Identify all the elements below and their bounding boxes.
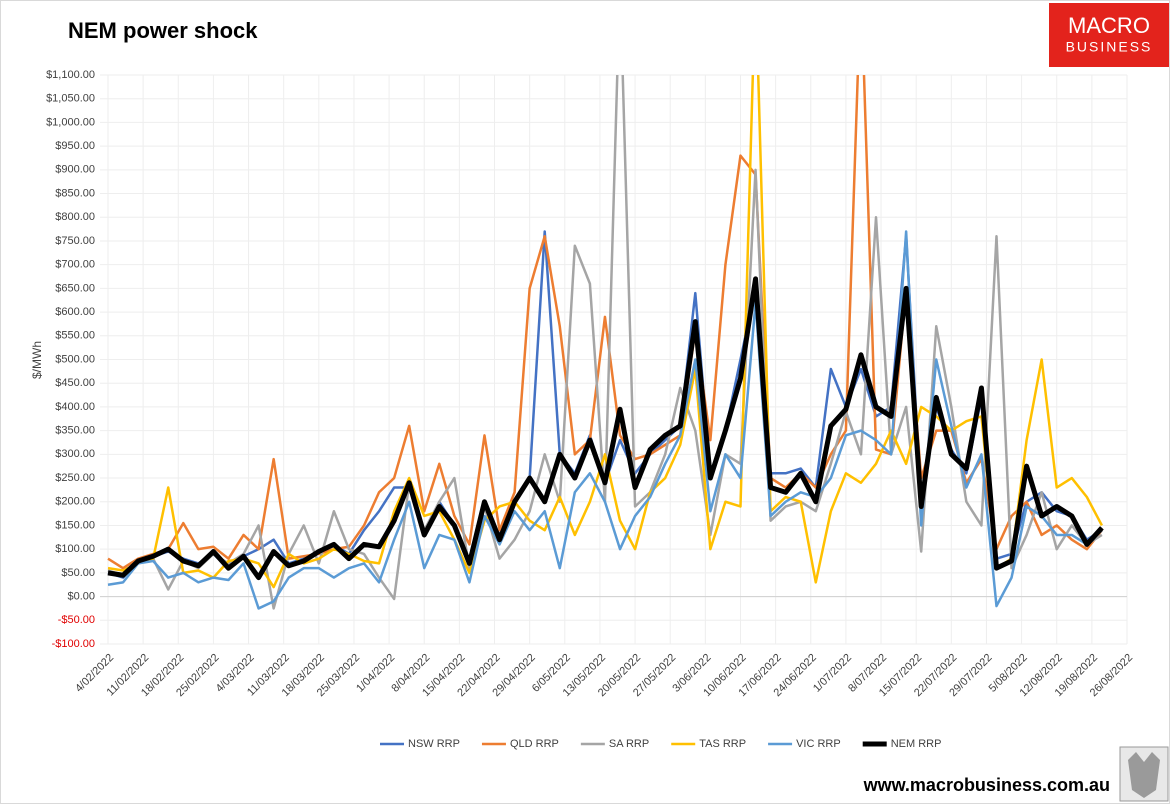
plot-area [107, 75, 1104, 610]
y-tick-label: $50.00 [61, 567, 95, 579]
y-tick-label: $1,050.00 [46, 93, 95, 105]
y-tick-label: $250.00 [55, 472, 95, 484]
y-tick-label: $950.00 [55, 140, 95, 152]
y-tick-label: $0.00 [67, 590, 95, 602]
y-tick-label: -$100.00 [52, 638, 95, 650]
y-tick-label: $350.00 [55, 425, 95, 437]
series-line [107, 75, 1103, 570]
y-tick-label: $1,100.00 [46, 69, 95, 81]
legend-label: SA RRP [609, 738, 649, 750]
y-tick-label: -$50.00 [58, 614, 95, 626]
logo-text: BUSINESS [1066, 39, 1153, 55]
y-tick-label: $850.00 [55, 187, 95, 199]
legend-label: VIC RRP [796, 738, 841, 750]
legend-label: NEM RRP [891, 738, 942, 750]
y-tick-label: $600.00 [55, 306, 95, 318]
y-tick-label: $500.00 [55, 353, 95, 365]
y-tick-label: $400.00 [55, 401, 95, 413]
logo-box [1049, 3, 1169, 67]
y-tick-label: $200.00 [55, 496, 95, 508]
legend-label: TAS RRP [699, 738, 746, 750]
y-tick-label: $750.00 [55, 235, 95, 247]
y-tick-label: $550.00 [55, 330, 95, 342]
y-tick-label: $900.00 [55, 164, 95, 176]
series-line [107, 75, 1104, 589]
y-tick-label: $300.00 [55, 448, 95, 460]
y-tick-label: $1,000.00 [46, 116, 95, 128]
footer-url: www.macrobusiness.com.au [863, 775, 1110, 795]
y-tick-label: $450.00 [55, 377, 95, 389]
y-tick-label: $150.00 [55, 519, 95, 531]
y-tick-label: $100.00 [55, 543, 95, 555]
chart-title: NEM power shock [68, 18, 258, 43]
legend-label: QLD RRP [510, 738, 559, 750]
legend-label: NSW RRP [408, 738, 460, 750]
y-tick-label: $700.00 [55, 259, 95, 271]
wolf-icon [1128, 752, 1160, 798]
series-line [107, 276, 1104, 581]
y-axis-label: $/MWh [30, 341, 44, 379]
series-line [107, 230, 1103, 610]
logo-text: MACRO [1068, 13, 1150, 38]
y-tick-label: $650.00 [55, 282, 95, 294]
y-tick-label: $800.00 [55, 211, 95, 223]
